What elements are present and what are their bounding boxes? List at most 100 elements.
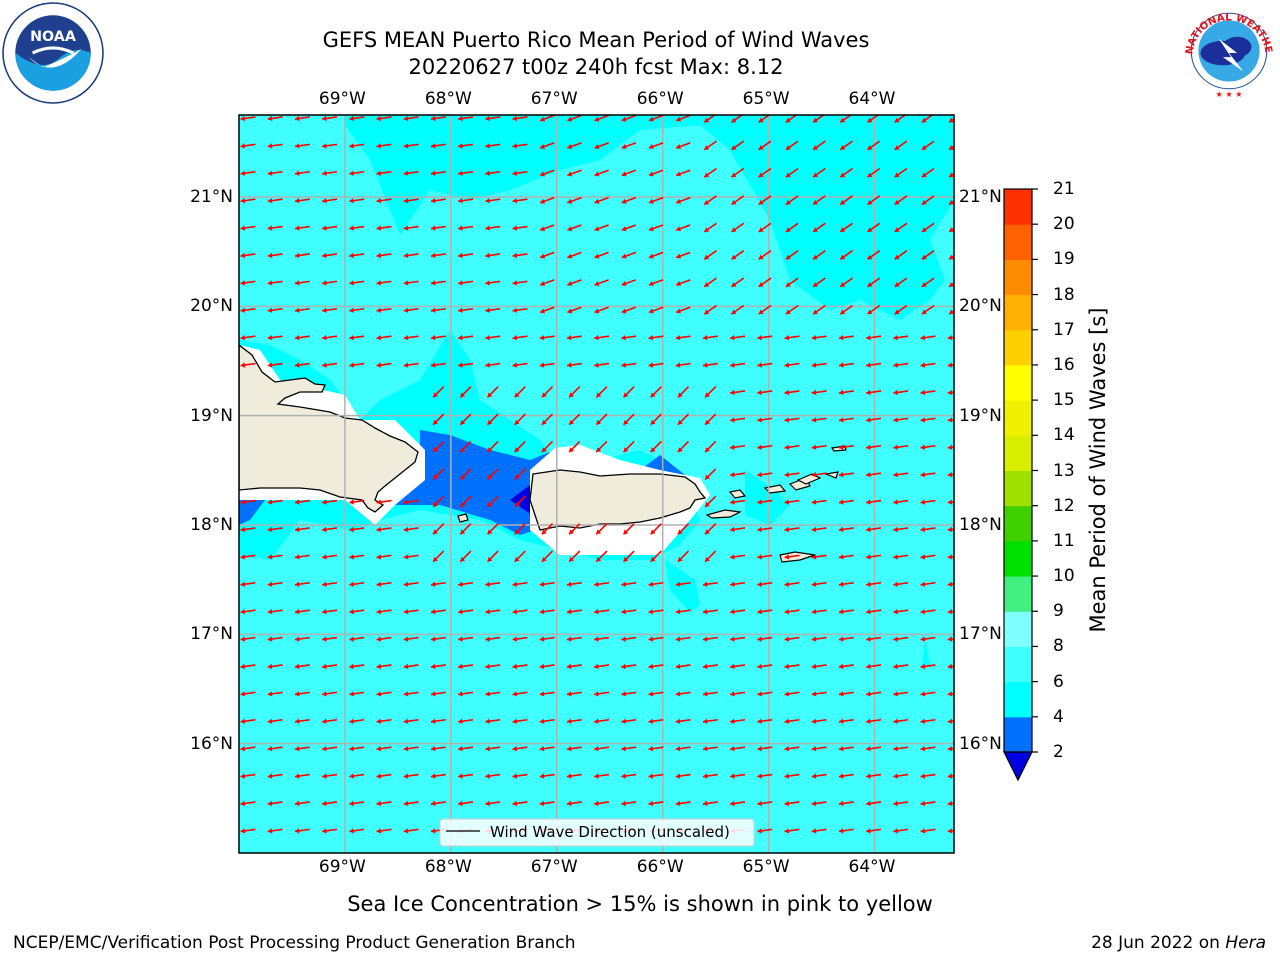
wind-wave-arrowhead bbox=[947, 554, 953, 560]
wind-wave-arrowhead bbox=[540, 144, 546, 150]
wind-wave-arrowhead bbox=[514, 474, 520, 480]
wind-wave-arrowhead bbox=[894, 227, 900, 232]
wind-wave-arrowhead bbox=[596, 392, 602, 398]
wind-wave-arrowhead bbox=[921, 172, 927, 178]
wind-wave-arrowhead bbox=[322, 828, 327, 834]
wind-wave-arrowhead bbox=[267, 609, 273, 615]
wind-wave-arrowhead bbox=[867, 254, 873, 260]
wind-wave-arrowhead bbox=[376, 252, 382, 259]
wind-wave-arrowhead bbox=[621, 718, 626, 724]
lon-tick-top: 69°W bbox=[318, 89, 366, 109]
wind-wave-arrowhead bbox=[541, 556, 547, 562]
wind-wave-arrowhead bbox=[485, 143, 490, 149]
wind-wave-arrowhead bbox=[757, 609, 762, 615]
wind-wave-arrowhead bbox=[757, 773, 762, 779]
wind-wave-arrowhead bbox=[460, 392, 466, 398]
wind-wave-arrowhead bbox=[757, 718, 762, 724]
wind-wave-arrowhead bbox=[920, 362, 926, 368]
legend-text: Wind Wave Direction (unscaled) bbox=[490, 823, 730, 841]
wind-wave-arrowhead bbox=[566, 718, 572, 724]
wind-wave-arrowhead bbox=[621, 281, 627, 287]
wind-wave-arrowhead bbox=[458, 636, 463, 642]
wind-wave-arrowhead bbox=[487, 502, 493, 507]
wind-wave-arrowhead bbox=[376, 663, 382, 670]
lat-tick-right: 21°N bbox=[959, 187, 1002, 207]
wind-wave-arrowhead bbox=[947, 389, 953, 396]
wind-wave-arrowhead bbox=[594, 663, 599, 670]
wind-wave-arrowhead bbox=[458, 663, 463, 670]
wind-wave-arrowhead bbox=[460, 474, 466, 480]
wind-wave-arrowhead bbox=[838, 554, 844, 560]
wind-wave-arrowhead bbox=[566, 746, 572, 752]
wind-wave-arrowhead bbox=[267, 198, 273, 204]
wind-wave-arrowhead bbox=[893, 554, 898, 560]
wind-wave-arrowhead bbox=[240, 746, 246, 752]
wind-wave-arrowhead bbox=[512, 143, 518, 149]
lat-tick-left: 21°N bbox=[190, 187, 233, 207]
wind-wave-arrowhead bbox=[403, 362, 409, 368]
colorbar-segment bbox=[1004, 259, 1032, 296]
wind-wave-arrowhead bbox=[949, 117, 954, 123]
wind-wave-arrowhead bbox=[947, 362, 953, 368]
wind-wave-arrowhead bbox=[920, 526, 926, 533]
wind-wave-arrowhead bbox=[539, 636, 545, 642]
wind-wave-arrowhead bbox=[757, 636, 762, 642]
wind-wave-arrowhead bbox=[920, 554, 926, 560]
wind-wave-arrowhead bbox=[811, 581, 817, 587]
wind-wave-arrowhead bbox=[702, 636, 708, 642]
wind-wave-arrowhead bbox=[731, 117, 737, 123]
wind-wave-arrowhead bbox=[784, 499, 790, 505]
wind-wave-arrowhead bbox=[267, 335, 273, 341]
wind-wave-arrowhead bbox=[267, 362, 273, 368]
wind-wave-arrowhead bbox=[294, 773, 300, 779]
wind-wave-arrowhead bbox=[894, 172, 900, 178]
wind-wave-arrowhead bbox=[893, 444, 898, 450]
wind-wave-arrowhead bbox=[838, 444, 844, 450]
colorbar-segment bbox=[1004, 716, 1032, 753]
wind-wave-arrowhead bbox=[267, 499, 273, 505]
wind-wave-arrowhead bbox=[240, 252, 246, 259]
wind-wave-arrowhead bbox=[731, 282, 737, 287]
wind-wave-arrowhead bbox=[838, 526, 844, 533]
wind-wave-arrowhead bbox=[433, 474, 438, 480]
lat-tick-left: 17°N bbox=[190, 624, 233, 645]
lat-tick-left: 18°N bbox=[190, 515, 233, 535]
wind-wave-arrowhead bbox=[349, 526, 354, 533]
wind-wave-arrowhead bbox=[621, 773, 626, 779]
wind-wave-arrowhead bbox=[567, 281, 573, 287]
wind-wave-arrowhead bbox=[566, 691, 572, 697]
lon-tick-bottom: 69°W bbox=[318, 857, 366, 877]
wind-wave-arrowhead bbox=[676, 281, 682, 287]
wind-wave-arrowhead bbox=[730, 800, 735, 807]
wind-wave-arrowhead bbox=[376, 718, 382, 724]
colorbar-tick-label: 6 bbox=[1053, 671, 1064, 692]
wind-wave-arrowhead bbox=[920, 444, 926, 450]
wind-wave-arrowhead bbox=[594, 116, 600, 122]
wind-wave-arrowhead bbox=[322, 718, 327, 724]
wind-wave-arrowhead bbox=[838, 828, 844, 834]
lon-tick-bottom: 66°W bbox=[636, 857, 684, 877]
wind-wave-arrowhead bbox=[893, 773, 898, 779]
wind-wave-arrowhead bbox=[867, 227, 873, 232]
wind-wave-arrowhead bbox=[512, 362, 518, 368]
wind-wave-arrowhead bbox=[704, 145, 710, 150]
wind-wave-arrowhead bbox=[433, 556, 438, 562]
wind-wave-arrowhead bbox=[430, 335, 436, 341]
colorbar-segment bbox=[1004, 435, 1032, 471]
wind-wave-arrowhead bbox=[376, 773, 382, 779]
land-hispaniola bbox=[239, 344, 419, 513]
wind-wave-arrowhead bbox=[376, 225, 382, 231]
wind-wave-arrowhead bbox=[621, 335, 626, 341]
wind-wave-arrowhead bbox=[240, 170, 246, 176]
wind-wave-arrowhead bbox=[621, 308, 627, 314]
wind-wave-arrowhead bbox=[403, 554, 409, 560]
colorbar-segment bbox=[1004, 505, 1032, 542]
wind-wave-arrowhead bbox=[648, 198, 654, 204]
wind-wave-arrowhead bbox=[569, 419, 574, 425]
wind-wave-arrowhead bbox=[267, 581, 273, 587]
wind-wave-arrowhead bbox=[512, 800, 518, 807]
wind-wave-arrowhead bbox=[430, 225, 436, 231]
wind-wave-arrowhead bbox=[730, 472, 735, 478]
colorbar-tick-label: 20 bbox=[1053, 214, 1075, 235]
wind-wave-arrowhead bbox=[866, 800, 871, 807]
